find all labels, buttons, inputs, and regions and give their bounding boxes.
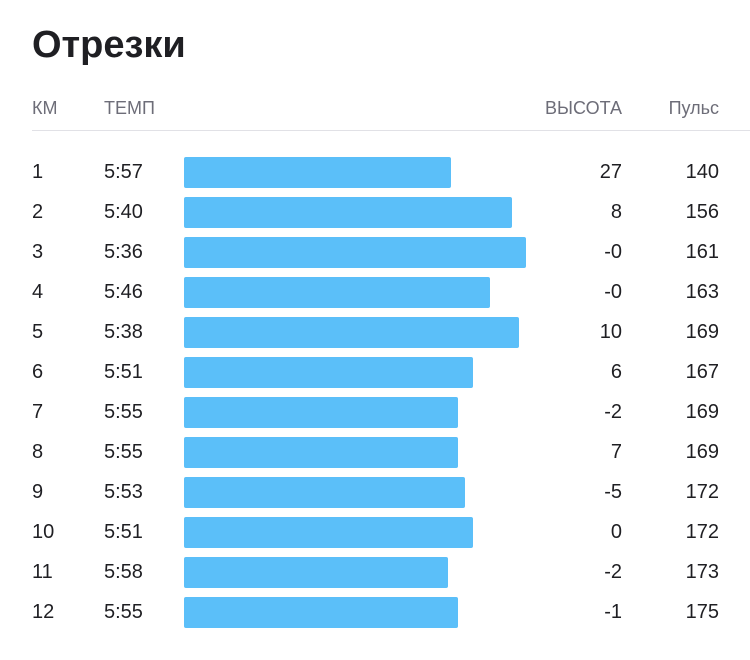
pace-bar — [184, 397, 459, 428]
split-elevation: 8 — [610, 201, 622, 223]
split-heart-rate: 167 — [685, 361, 719, 383]
table-row: 1 5:57 27 140 — [0, 152, 750, 192]
split-heart-rate: 173 — [685, 561, 719, 583]
table-row: 12 5:55 -1 175 — [0, 592, 750, 632]
split-pace: 5:55 — [104, 601, 143, 623]
split-heart-rate: 172 — [685, 481, 719, 503]
pace-bar — [184, 157, 452, 188]
split-heart-rate: 169 — [685, 401, 719, 423]
split-heart-rate: 156 — [685, 201, 719, 223]
split-pace: 5:55 — [104, 401, 143, 423]
split-heart-rate: 175 — [685, 601, 719, 623]
split-km: 1 — [32, 161, 44, 183]
pace-bar — [184, 597, 459, 628]
column-header-km: КМ — [32, 98, 58, 118]
split-elevation: -0 — [604, 281, 622, 303]
split-km: 6 — [32, 361, 44, 383]
pace-bar — [184, 437, 459, 468]
split-pace: 5:46 — [104, 281, 143, 303]
split-heart-rate: 161 — [685, 241, 719, 263]
pace-bar — [184, 237, 526, 268]
split-km: 10 — [32, 521, 55, 543]
split-heart-rate: 169 — [685, 441, 719, 463]
split-elevation: 6 — [610, 361, 622, 383]
split-km: 9 — [32, 481, 44, 503]
pace-bar — [184, 477, 466, 508]
split-pace: 5:51 — [104, 361, 143, 383]
page-title: Отрезки — [32, 24, 186, 66]
split-km: 5 — [32, 321, 44, 343]
table-row: 6 5:51 6 167 — [0, 352, 750, 392]
split-km: 2 — [32, 201, 44, 223]
column-header-elevation: ВЫСОТА — [545, 98, 622, 118]
split-pace: 5:55 — [104, 441, 143, 463]
pace-bar — [184, 517, 473, 548]
split-km: 11 — [32, 561, 53, 583]
split-km: 3 — [32, 241, 44, 263]
split-elevation: 7 — [610, 441, 622, 463]
table-row: 10 5:51 0 172 — [0, 512, 750, 552]
table-row: 2 5:40 8 156 — [0, 192, 750, 232]
header-divider — [32, 130, 750, 131]
split-km: 8 — [32, 441, 44, 463]
split-km: 7 — [32, 401, 44, 423]
split-pace: 5:53 — [104, 481, 143, 503]
split-heart-rate: 163 — [685, 281, 719, 303]
split-heart-rate: 172 — [685, 521, 719, 543]
table-row: 8 5:55 7 169 — [0, 432, 750, 472]
pace-bar — [184, 197, 512, 228]
split-elevation: 10 — [599, 321, 622, 343]
table-row: 7 5:55 -2 169 — [0, 392, 750, 432]
split-pace: 5:38 — [104, 321, 143, 343]
split-pace: 5:40 — [104, 201, 143, 223]
split-pace: 5:51 — [104, 521, 143, 543]
pace-bar — [184, 557, 448, 588]
split-km: 12 — [32, 601, 55, 623]
split-heart-rate: 169 — [685, 321, 719, 343]
split-pace: 5:36 — [104, 241, 143, 263]
split-elevation: 27 — [599, 161, 622, 183]
table-row: 3 5:36 -0 161 — [0, 232, 750, 272]
split-km: 4 — [32, 281, 44, 303]
split-elevation: -0 — [604, 241, 622, 263]
pace-bar — [184, 317, 519, 348]
split-elevation: -1 — [604, 601, 622, 623]
table-row: 9 5:53 -5 172 — [0, 472, 750, 512]
split-elevation: 0 — [610, 521, 622, 543]
split-heart-rate: 140 — [685, 161, 719, 183]
split-elevation: -5 — [604, 481, 622, 503]
split-pace: 5:58 — [104, 561, 143, 583]
table-row: 11 5:58 -2 173 — [0, 552, 750, 592]
pace-bar — [184, 357, 473, 388]
column-header-pace: ТЕМП — [104, 98, 155, 118]
column-header-heart-rate: Пульс — [668, 98, 719, 118]
table-row: 5 5:38 10 169 — [0, 312, 750, 352]
split-pace: 5:57 — [104, 161, 143, 183]
splits-table: 1 5:57 27 140 2 5:40 8 156 3 5:36 -0 161 4 5:46 -0 163 5… — [0, 152, 750, 632]
split-elevation: -2 — [604, 401, 622, 423]
pace-bar — [184, 277, 491, 308]
split-elevation: -2 — [604, 561, 622, 583]
table-row: 4 5:46 -0 163 — [0, 272, 750, 312]
